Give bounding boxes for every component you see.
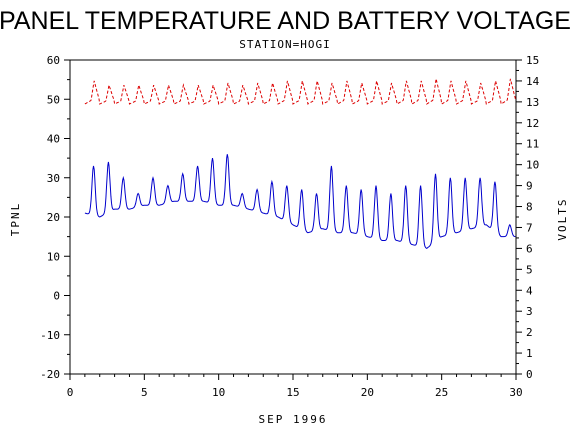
y-right-tick-label: 11 [526, 138, 539, 151]
chart-subtitle: STATION=HOGI [239, 38, 330, 51]
y-left-tick-label: 0 [53, 290, 60, 303]
y-left-tick-label: 20 [47, 211, 60, 224]
y-right-tick-label: 14 [526, 75, 540, 88]
y-left-tick-label: -20 [40, 368, 60, 381]
x-tick-label: 30 [509, 386, 522, 399]
y-right-tick-label: 7 [526, 221, 533, 234]
y-right-tick-label: 1 [526, 347, 533, 360]
plot-frame [69, 59, 517, 375]
y-left-tick-label: 10 [47, 250, 60, 263]
y-right-tick-label: 10 [526, 159, 539, 172]
x-tick-label: 5 [141, 386, 148, 399]
x-tick-label: 10 [212, 386, 225, 399]
x-axis-label: SEP 1996 [259, 413, 328, 426]
y-axis-right-label: VOLTS [556, 197, 569, 240]
y-right-tick-label: 2 [526, 326, 533, 339]
x-tick-label: 0 [67, 386, 74, 399]
y-left-tick-label: 60 [47, 54, 60, 67]
y-right-tick-label: 13 [526, 96, 539, 109]
y-right-tick-label: 0 [526, 368, 533, 381]
y-right-tick-label: 6 [526, 242, 533, 255]
x-tick-label: 25 [435, 386, 448, 399]
series-line-panel-temperature [84, 154, 516, 249]
y-right-tick-label: 9 [526, 180, 533, 193]
y-right-tick-label: 3 [526, 305, 533, 318]
x-axis: 0 5 10 15 20 25 30 [67, 374, 523, 399]
y-axis-left: -20 -10 0 10 20 30 40 50 60 [40, 54, 70, 381]
y-left-tick-label: 40 [47, 133, 60, 146]
chart-title: PANEL TEMPERATURE AND BATTERY VOLTAGE [0, 7, 570, 35]
y-right-tick-label: 5 [526, 263, 533, 276]
y-right-tick-label: 12 [526, 117, 539, 130]
y-right-tick-label: 15 [526, 54, 539, 67]
x-tick-label: 15 [286, 386, 299, 399]
y-right-tick-label: 8 [526, 201, 533, 214]
x-tick-label: 20 [361, 386, 374, 399]
series-layer [84, 78, 516, 249]
y-left-tick-label: -10 [40, 329, 60, 342]
y-right-tick-label: 4 [526, 284, 533, 297]
y-left-tick-label: 50 [47, 93, 60, 106]
y-axis-left-label: TPNL [9, 202, 22, 237]
series-line-battery-voltage [84, 78, 516, 105]
y-left-tick-label: 30 [47, 172, 60, 185]
